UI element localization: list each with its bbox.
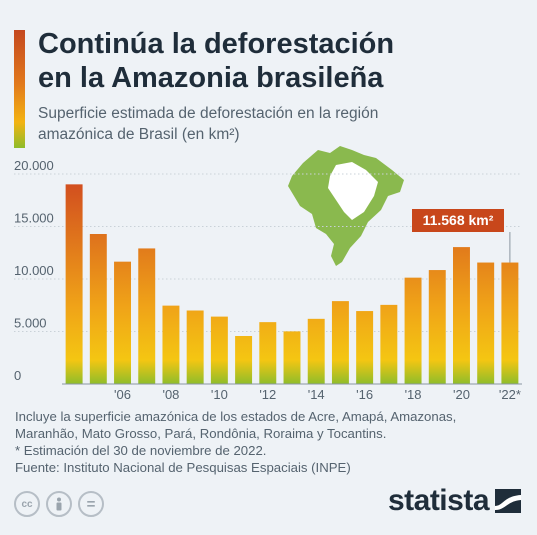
chart-subtitle-line1: Superficie estimada de deforestación en … [38, 105, 379, 122]
person-icon[interactable] [46, 491, 72, 517]
bar-2013 [283, 331, 301, 384]
x-axis: '06 '08 '10 '12 '14 '16 '18 '20 '22* [114, 387, 521, 400]
brazil-map-icon [288, 146, 404, 266]
bar-2005 [89, 234, 107, 384]
chart-title: Continúa la deforestación en la Amazonia… [38, 27, 518, 95]
bar-2017 [380, 304, 398, 384]
cc-icon[interactable]: cc [14, 491, 40, 517]
equals-icon[interactable]: = [78, 491, 104, 517]
license-icons: cc = [14, 491, 104, 517]
bar-2010 [210, 316, 228, 384]
chart-subtitle-line2: amazónica de Brasil (en km²) [38, 126, 240, 143]
x-tick-label: '16 [356, 387, 373, 400]
x-tick-label: '06 [114, 387, 131, 400]
x-tick-label: '12 [259, 387, 276, 400]
y-axis: 0 5.000 10.000 15.000 20.000 [14, 158, 54, 383]
x-tick-label: '22* [499, 387, 521, 400]
bar-2011 [235, 336, 253, 384]
y-tick-label: 0 [14, 368, 21, 383]
bar-2021 [477, 262, 495, 384]
statista-logo-icon [495, 489, 521, 513]
x-tick-label: '14 [308, 387, 325, 400]
source-note: Fuente: Instituto Nacional de Pesquisas … [15, 460, 351, 475]
bar-2020 [453, 247, 470, 384]
x-tick-label: '08 [162, 387, 179, 400]
bar-2014 [307, 318, 325, 384]
callout-box [412, 209, 504, 232]
bar-2004 [65, 184, 83, 384]
deforestation-area [328, 162, 378, 220]
bar-2012 [259, 322, 277, 384]
bar-2006 [114, 261, 131, 384]
bar-2019 [428, 270, 446, 384]
x-tick-label: '18 [405, 387, 422, 400]
bar-2007 [138, 248, 156, 384]
bar-chart: 0 5.000 10.000 15.000 20.000 '06 '08 '10 '12 '14… [14, 146, 522, 400]
bar-2009 [186, 310, 204, 384]
chart-notes: Incluye la superficie amazónica de los e… [15, 408, 525, 476]
callout-label: 11.568 km² [423, 212, 494, 228]
cc-label: cc [21, 498, 33, 510]
bar-2022 [501, 262, 519, 384]
bars [65, 184, 519, 384]
note-line-2: Maranhão, Mato Grosso, Pará, Rondônia, R… [15, 426, 387, 441]
bar-2018 [404, 277, 422, 384]
bar-2015 [331, 301, 349, 384]
brand-name: statista [387, 484, 490, 517]
y-tick-label: 20.000 [14, 158, 54, 173]
note-line-1: Incluye la superficie amazónica de los e… [15, 409, 457, 424]
y-tick-label: 10.000 [14, 263, 54, 278]
bar-2016 [356, 311, 374, 384]
accent-bar [14, 30, 25, 148]
chart-title-line1: Continúa la deforestación [38, 28, 395, 60]
bar-2008 [162, 305, 180, 384]
chart-subtitle: Superficie estimada de deforestación en … [38, 103, 518, 145]
x-tick-label: '20 [453, 387, 470, 400]
eq-label: = [86, 495, 96, 513]
y-tick-label: 15.000 [14, 211, 54, 226]
note-line-3: * Estimación del 30 de noviembre de 2022… [15, 443, 267, 458]
y-tick-label: 5.000 [14, 316, 47, 331]
x-tick-label: '10 [211, 387, 228, 400]
value-callout: 11.568 km² [412, 209, 511, 263]
statista-logo[interactable]: statista [388, 484, 521, 518]
chart-title-line2: en la Amazonia brasileña [38, 62, 384, 94]
